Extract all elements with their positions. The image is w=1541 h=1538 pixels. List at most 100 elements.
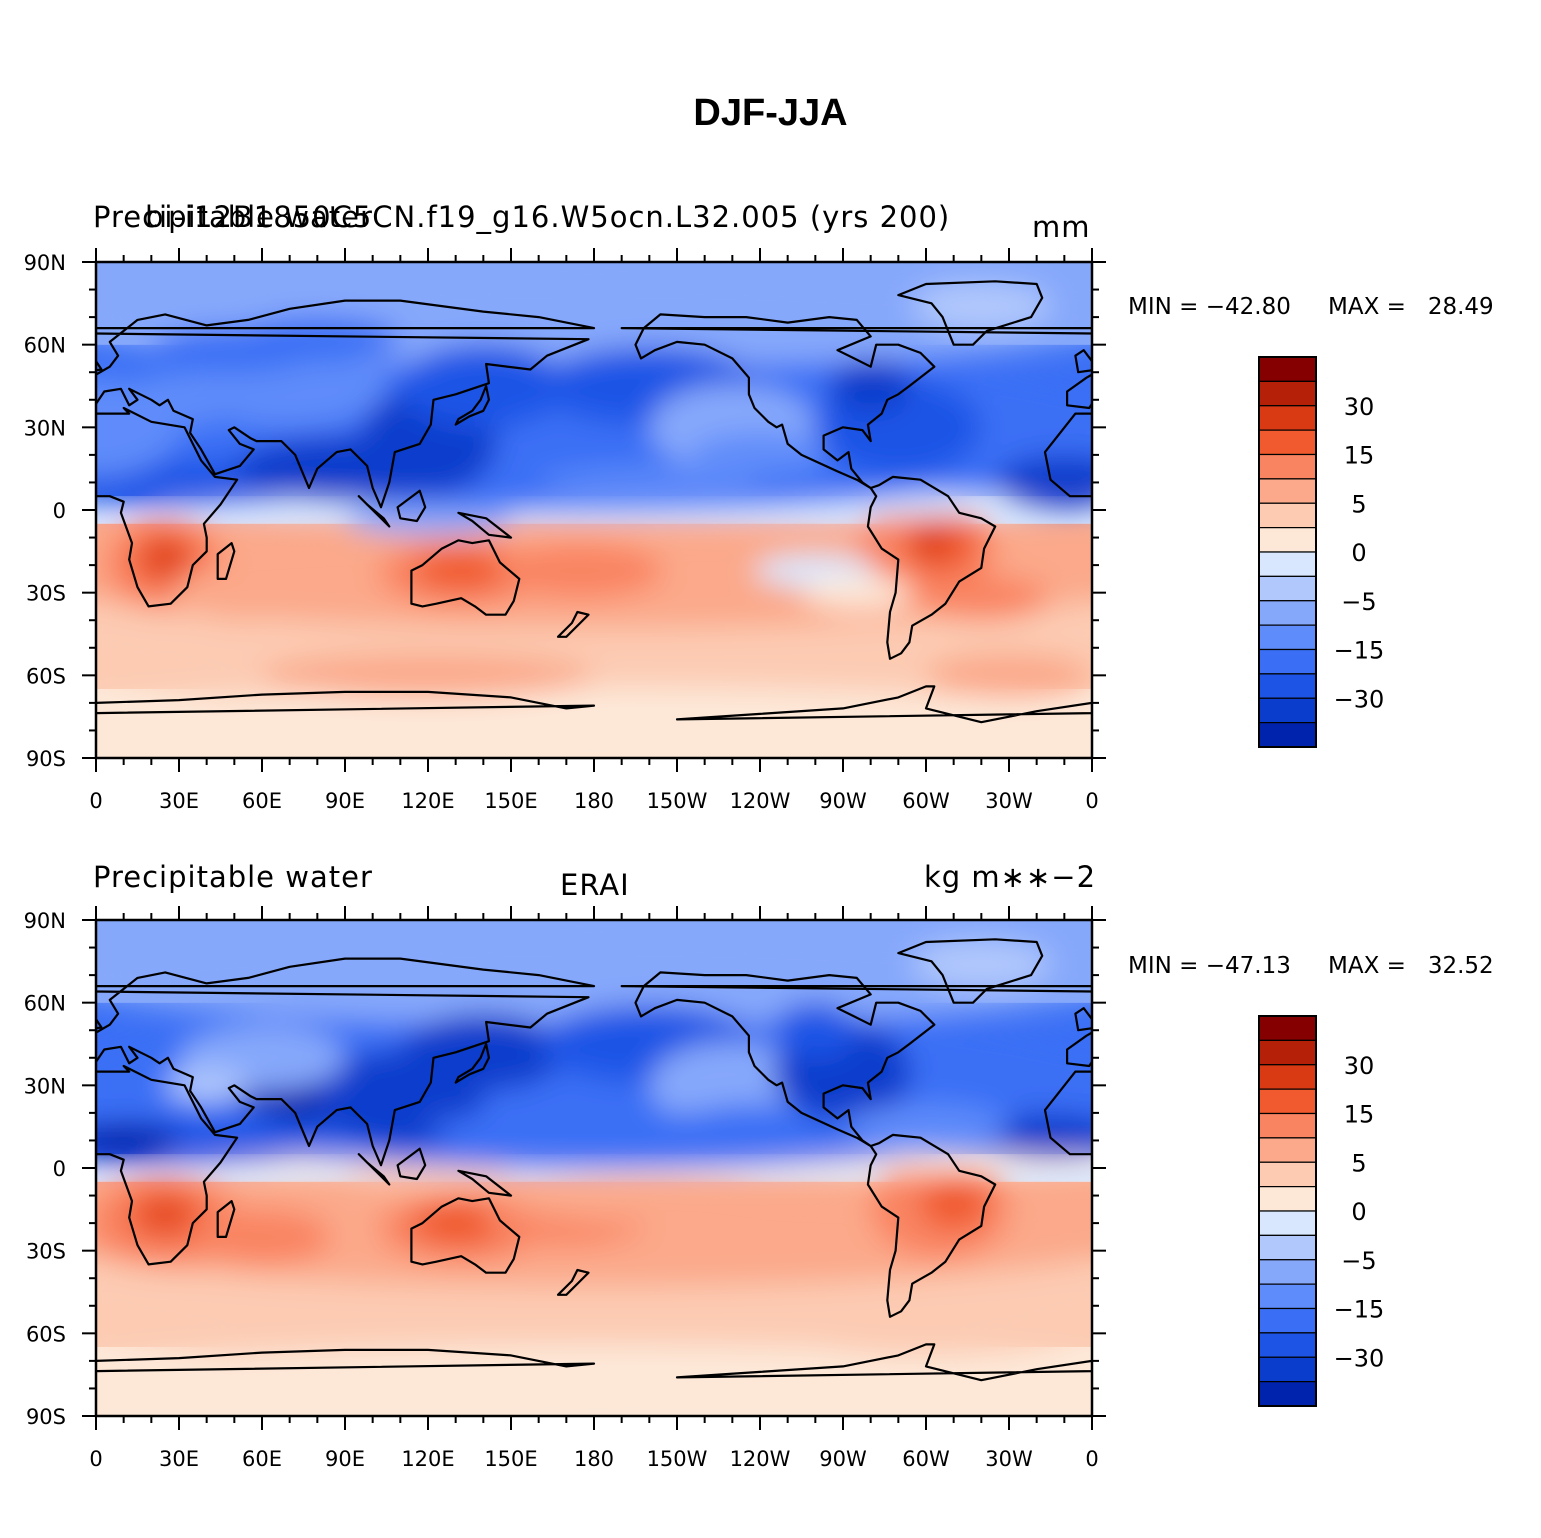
colorbar-cell: [1258, 600, 1317, 626]
x-tick-label: 60E: [242, 789, 282, 813]
coastlines: [96, 938, 1507, 1382]
field-blob: [192, 1209, 332, 1265]
coastline: [96, 406, 239, 608]
coastline: [866, 475, 997, 660]
colorbar-cell: [1258, 1137, 1317, 1163]
coastline: [1043, 412, 1092, 498]
x-tick-label: 90E: [325, 789, 365, 813]
field-blob: [497, 543, 664, 599]
y-tick-label: 0: [53, 499, 66, 523]
x-tick-label: 30W: [985, 1447, 1033, 1471]
y-tick-label: 90S: [26, 1405, 66, 1429]
bottom-min-label: MIN = −47.13: [1128, 953, 1291, 979]
colorbar-cell: [1258, 1283, 1317, 1310]
colorbar-cell: [1258, 1356, 1317, 1383]
field-blob: [926, 653, 1092, 698]
coastline: [1074, 1007, 1092, 1032]
colorbar-label: 0: [1351, 539, 1366, 567]
y-tick-label: 0: [53, 1157, 66, 1181]
field-blob: [912, 281, 1051, 331]
coastline: [457, 511, 513, 539]
colorbar-cell: [1258, 1186, 1317, 1212]
coastline: [457, 1169, 513, 1197]
coastline: [1214, 543, 1231, 579]
coastline: [410, 1197, 521, 1274]
coastline: [866, 1133, 997, 1318]
x-tick-label: 120E: [401, 789, 454, 813]
field-blob: [262, 653, 594, 698]
coastline: [357, 1153, 391, 1186]
x-tick-label: 150W: [647, 789, 708, 813]
x-tick-label: 150E: [484, 1447, 537, 1471]
coastline: [396, 489, 427, 523]
colorbar-label: 30: [1344, 1052, 1375, 1080]
axis-ticks: 0 30E 60E 90E 120E 150E 180 150W 120W 90W 60W 30W 09…: [24, 248, 1106, 813]
field-blob: [981, 1112, 1092, 1157]
colorbar-label: 5: [1351, 490, 1366, 518]
main-title: DJF-JJA: [693, 92, 848, 134]
colorbar-cell: [1258, 502, 1317, 529]
colorbar-cell: [1258, 527, 1317, 553]
top-max-label: MAX = 28.49: [1328, 294, 1494, 320]
field-blob: [773, 1002, 857, 1058]
top-left-label: Precipitable water: [93, 200, 373, 234]
field-blob: [914, 576, 1048, 621]
field-blob: [801, 576, 913, 610]
coastline: [1452, 1044, 1485, 1083]
field-blob: [96, 1118, 345, 1163]
coastline: [454, 384, 490, 426]
x-tick-label: 60W: [902, 789, 950, 813]
coastline: [1454, 1171, 1507, 1196]
colorbar-cell: [1258, 1015, 1317, 1041]
coastline: [675, 685, 1092, 724]
coastline: [1394, 491, 1422, 521]
colorbar-cell: [1258, 722, 1317, 748]
coastline: [96, 1064, 239, 1266]
coastline: [454, 1042, 490, 1084]
coastline: [1043, 1070, 1092, 1156]
x-tick-label: 90W: [819, 1447, 867, 1471]
coastline: [556, 610, 590, 638]
bottom-left-label: Precipitable water: [93, 860, 373, 894]
field-blob: [96, 1123, 179, 1157]
colorbar-frame: [1258, 356, 1317, 748]
coastline: [897, 938, 1044, 1004]
colorbar-cell: [1258, 1088, 1317, 1115]
x-tick-label: 150E: [484, 789, 537, 813]
colorbar-cell: [1258, 405, 1317, 431]
colorbar-frame: [1258, 1015, 1317, 1407]
coastline: [556, 1268, 590, 1296]
x-tick-label: 0: [89, 789, 102, 813]
coastline: [96, 957, 596, 1167]
coastline: [216, 542, 236, 580]
map-panel-top: 0 30E 60E 90E 120E 150E 180 150W 120W 90W 60W 30W 09…: [24, 248, 1507, 813]
coastline: [1452, 386, 1485, 425]
y-tick-label: 30N: [24, 1074, 66, 1098]
colorbar-label: 0: [1351, 1198, 1366, 1226]
field-blob: [912, 939, 1051, 989]
coastline: [675, 1343, 1092, 1382]
field-blob: [170, 565, 326, 621]
map-panel-bottom: 0 30E 60E 90E 120E 150E 180 150W 120W 90W 60W 30W 09…: [24, 906, 1507, 1471]
colorbar-label: −15: [1334, 637, 1385, 665]
colorbar-cell: [1258, 551, 1317, 577]
top-center-label: bi-i12B1850C5CN.f19_g16.W5ocn.L32.005 (y…: [145, 200, 951, 234]
field-blob: [414, 551, 509, 590]
colorbar-cell: [1258, 673, 1317, 699]
field-blob: [914, 529, 949, 557]
field-blob: [151, 1203, 180, 1226]
coastline: [1214, 1201, 1231, 1237]
x-tick-label: 30E: [159, 789, 199, 813]
field-blob: [96, 925, 1092, 1025]
colorbar-label: −5: [1341, 1247, 1376, 1275]
field-blob: [345, 501, 511, 535]
coastline: [1454, 513, 1507, 538]
field-blob: [428, 1110, 760, 1144]
y-tick-label: 60S: [26, 664, 66, 688]
coastline: [634, 313, 936, 490]
axis-ticks: 0 30E 60E 90E 120E 150E 180 150W 120W 90W 60W 30W 09…: [24, 906, 1106, 1471]
colorbar-cell: [1258, 1259, 1317, 1285]
x-tick-label: 90E: [325, 1447, 365, 1471]
x-tick-label: 180: [574, 789, 614, 813]
coastline: [96, 1017, 103, 1030]
